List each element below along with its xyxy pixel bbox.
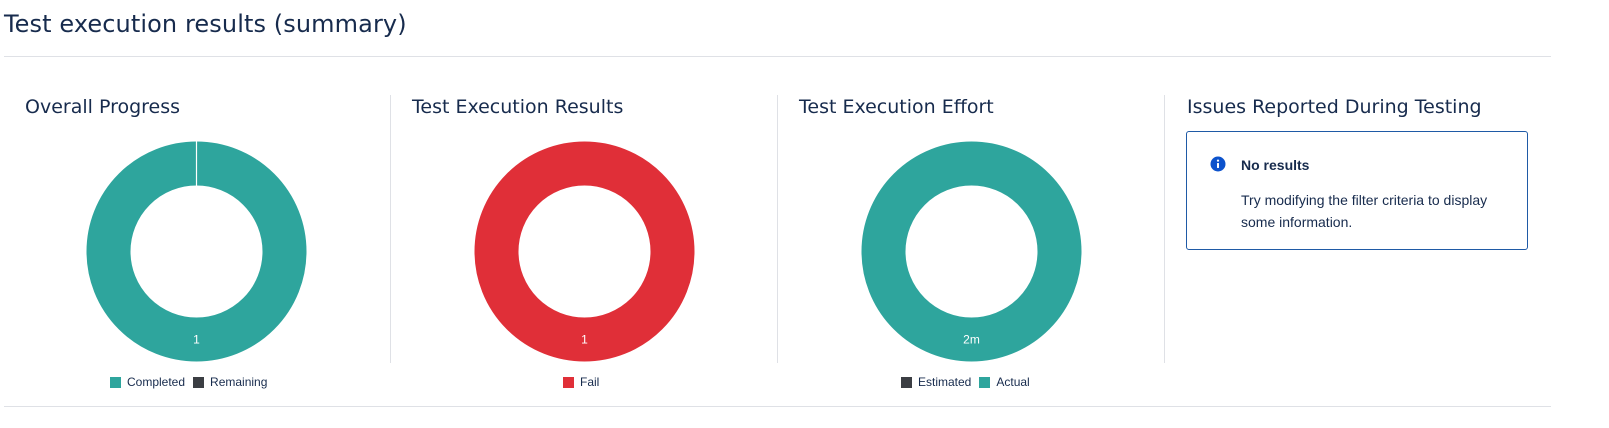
donut-slice-fail[interactable] xyxy=(474,141,695,362)
legend-item-estimated[interactable]: Estimated xyxy=(901,375,971,389)
no-results-message: No results Try modifying the filter crit… xyxy=(1186,131,1528,250)
legend-label: Fail xyxy=(580,375,600,389)
info-icon xyxy=(1210,156,1226,172)
legend-item-actual[interactable]: Actual xyxy=(979,375,1030,389)
legend-swatch xyxy=(563,376,574,388)
message-body: Try modifying the filter criteria to dis… xyxy=(1241,192,1488,230)
legend-swatch xyxy=(193,376,205,388)
panel-divider xyxy=(777,95,778,363)
donut-data-label: 1 xyxy=(581,333,588,347)
footer-divider xyxy=(4,406,1551,407)
legend-label: Estimated xyxy=(918,375,972,389)
donut-data-label: 2m xyxy=(963,333,980,347)
legend: Completed Remaining xyxy=(110,375,267,389)
legend-label: Remaining xyxy=(210,375,268,389)
page-title: Test execution results (summary) xyxy=(4,10,407,38)
legend-label: Completed xyxy=(127,375,186,389)
overall-progress-donut: 1 xyxy=(86,141,307,362)
panel-title: Test Execution Effort xyxy=(799,96,994,118)
donut-slice-actual[interactable] xyxy=(861,141,1082,362)
donut-data-label: 1 xyxy=(193,333,200,347)
legend-label: Actual xyxy=(996,375,1030,389)
legend: Fail xyxy=(563,375,599,389)
test-execution-results-donut: 1 xyxy=(474,141,695,362)
panel-divider xyxy=(390,95,391,363)
message-heading: No results xyxy=(1241,157,1310,173)
legend-swatch xyxy=(979,376,991,388)
test-execution-effort-donut: 2m xyxy=(861,141,1082,362)
legend: Estimated Actual xyxy=(901,375,1030,389)
legend-swatch xyxy=(901,376,912,388)
donut-slice-completed[interactable] xyxy=(86,141,307,362)
legend-item-completed[interactable]: Completed xyxy=(110,375,185,389)
legend-swatch xyxy=(110,376,121,388)
panel-divider xyxy=(1164,95,1165,363)
legend-item-remaining[interactable]: Remaining xyxy=(193,375,267,389)
panel-title: Overall Progress xyxy=(25,96,181,118)
legend-item-fail[interactable]: Fail xyxy=(563,375,599,389)
panel-title: Issues Reported During Testing xyxy=(1187,96,1482,118)
panel-title: Test Execution Results xyxy=(412,96,624,118)
header-divider xyxy=(4,56,1551,57)
